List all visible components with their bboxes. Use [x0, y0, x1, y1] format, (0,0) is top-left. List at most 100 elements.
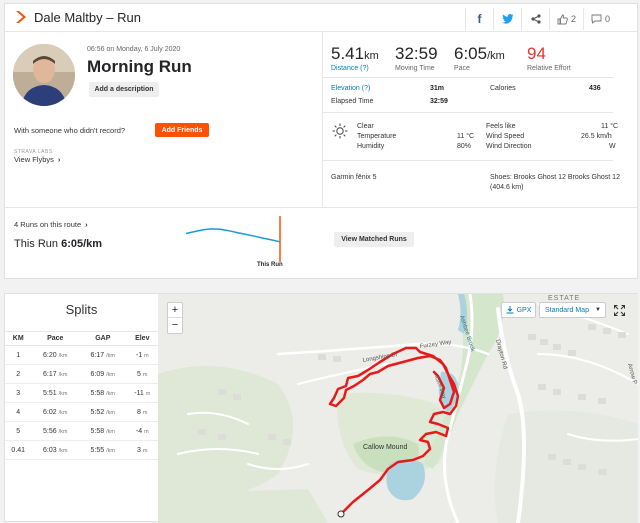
- map-label-estate: ESTATE: [548, 295, 580, 302]
- splits-header-km: KM: [5, 331, 32, 346]
- weather-condition: Clear: [357, 123, 374, 130]
- split-km: 5: [5, 421, 32, 441]
- zoom-out-button[interactable]: −: [171, 319, 179, 331]
- view-flybys-label: View Flybys: [14, 155, 54, 164]
- comment-icon: [591, 14, 602, 24]
- view-matched-runs-button[interactable]: View Matched Runs: [334, 232, 414, 247]
- splits-header-gap: GAP: [79, 331, 127, 346]
- split-pace: 6:02 /km: [31, 402, 80, 422]
- splits-header-elev: Elev: [126, 331, 158, 346]
- view-flybys-link[interactable]: View Flybys ›: [14, 155, 60, 164]
- split-elev: -1 m: [126, 345, 158, 365]
- split-pace: 5:56 /km: [31, 421, 80, 441]
- kudos-count: 2: [570, 14, 576, 24]
- split-row[interactable]: 1 6:20 /km 6:17 /km -1 m: [5, 345, 158, 365]
- fullscreen-icon: [613, 304, 625, 316]
- strava-labs-label: STRAVA LABS: [14, 149, 53, 155]
- split-elev: -11 m: [126, 383, 158, 403]
- this-run-marker-label: This Run: [257, 262, 283, 268]
- activity-card: Dale Maltby – Run f 2 0 06:56 on Monday,…: [4, 3, 638, 279]
- add-friends-button[interactable]: Add Friends: [155, 123, 209, 137]
- splits-header-row: KM Pace GAP Elev: [5, 331, 158, 346]
- split-elev: 5 m: [126, 364, 158, 384]
- athlete-avatar[interactable]: [13, 44, 75, 106]
- distance-value: 5.41km: [331, 44, 379, 63]
- route-pace-sparkline: [185, 216, 281, 262]
- add-description-button[interactable]: Add a description: [89, 82, 159, 97]
- elapsed-time-value: 32:59: [430, 98, 448, 105]
- split-row[interactable]: 3 5:51 /km 5:58 /km -11 m: [5, 383, 158, 403]
- split-elev: 3 m: [126, 440, 158, 460]
- chevron-right-icon: ›: [57, 155, 61, 164]
- zoom-controls: + −: [167, 302, 183, 334]
- humidity-label: Humidity: [357, 143, 385, 150]
- split-row[interactable]: 2 6:17 /km 6:09 /km 5 m: [5, 364, 158, 384]
- share-button[interactable]: [521, 8, 549, 30]
- facebook-share-button[interactable]: f: [465, 8, 493, 30]
- relative-effort-label: Relative Effort: [527, 65, 571, 72]
- page-title: Dale Maltby – Run: [34, 10, 141, 25]
- runs-on-route-link[interactable]: 4 Runs on this route ›: [14, 220, 88, 229]
- map-type-label: Standard Map: [545, 306, 589, 314]
- map-type-select[interactable]: Standard Map ▼: [539, 302, 606, 318]
- download-icon: [506, 306, 514, 314]
- download-gpx-button[interactable]: GPX: [501, 302, 536, 318]
- split-pace: 6:17 /km: [31, 364, 80, 384]
- distance-label[interactable]: Distance (?): [331, 65, 369, 72]
- moving-time-value: 32:59: [395, 44, 438, 63]
- strava-chevron-icon: [16, 11, 26, 23]
- runs-on-route-label: 4 Runs on this route: [14, 220, 82, 229]
- chevron-right-icon: ›: [85, 220, 88, 229]
- sparkline-path: [185, 228, 281, 243]
- map-canvas[interactable]: Ashbee Brook Drayton Rd Furzey Way Longs…: [158, 294, 638, 523]
- split-gap: 6:09 /km: [79, 364, 127, 384]
- split-row[interactable]: 4 6:02 /km 5:52 /km 8 m: [5, 402, 158, 422]
- split-row[interactable]: 0.41 6:03 /km 5:55 /km 3 m: [5, 440, 158, 460]
- finish-flag-icon: [337, 510, 345, 518]
- device-name: Garmin fēnix 5: [331, 174, 377, 181]
- activity-datetime: 06:56 on Monday, 6 July 2020: [87, 46, 181, 53]
- map-label-callow: Callow Mound: [363, 444, 407, 451]
- split-pace: 6:20 /km: [31, 345, 80, 365]
- calories-label: Calories: [490, 85, 516, 92]
- splits-map-card: Splits KM Pace GAP Elev 1 6:20 /km 6:17 /k…: [4, 293, 638, 523]
- wind-speed-value: 26.5 km/h: [581, 133, 612, 140]
- route-line: [328, 346, 460, 516]
- twitter-share-button[interactable]: [493, 8, 521, 30]
- splits-title: Splits: [65, 302, 98, 317]
- split-km: 2: [5, 364, 32, 384]
- twitter-icon: [501, 14, 513, 24]
- map-label-furzey: Furzey Way: [419, 340, 451, 350]
- split-pace: 6:03 /km: [31, 440, 80, 460]
- map-label-arrow: Arrow P: [626, 363, 637, 385]
- split-km: 0.41: [5, 440, 32, 460]
- split-pace: 5:51 /km: [31, 383, 80, 403]
- split-gap: 5:52 /km: [79, 402, 127, 422]
- fullscreen-button[interactable]: [610, 302, 628, 318]
- relative-effort-value: 94: [527, 44, 546, 63]
- kudos-button[interactable]: 2: [549, 8, 583, 30]
- moving-time-label: Moving Time: [395, 65, 435, 72]
- comment-button[interactable]: 0: [583, 8, 617, 30]
- splits-header-pace: Pace: [31, 331, 80, 346]
- thumbs-up-icon: [557, 14, 568, 24]
- share-icon: [530, 14, 541, 24]
- elevation-label[interactable]: Elevation (?): [331, 85, 371, 92]
- temperature-value: 11 °C: [457, 133, 475, 140]
- split-gap: 5:58 /km: [79, 383, 127, 403]
- split-gap: 5:55 /km: [79, 440, 127, 460]
- feels-like-label: Feels like: [486, 123, 516, 130]
- split-km: 1: [5, 345, 32, 365]
- split-km: 3: [5, 383, 32, 403]
- shoes-line-1[interactable]: Shoes: Brooks Ghost 12 Brooks Ghost 12: [490, 174, 620, 181]
- sun-icon: [332, 123, 348, 139]
- route-map[interactable]: Ashbee Brook Drayton Rd Furzey Way Longs…: [158, 294, 638, 523]
- wind-direction-value: W: [609, 143, 616, 150]
- wind-speed-label: Wind Speed: [486, 133, 525, 140]
- zoom-in-button[interactable]: +: [168, 303, 182, 318]
- split-row[interactable]: 5 5:56 /km 5:58 /km -4 m: [5, 421, 158, 441]
- activity-name: Morning Run: [87, 57, 192, 76]
- with-someone-text: With someone who didn't record?: [14, 126, 126, 135]
- wind-direction-label: Wind Direction: [486, 143, 532, 150]
